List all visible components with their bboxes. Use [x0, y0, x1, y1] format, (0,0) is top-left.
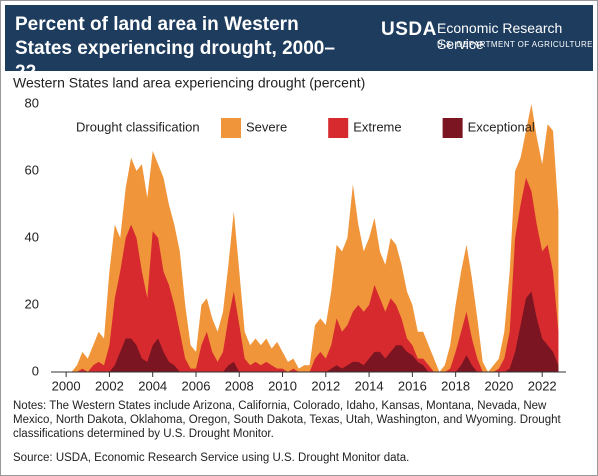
notes: Notes: The Western States include Arizon…: [13, 400, 561, 440]
y-label: Western States land area experiencing dr…: [13, 75, 365, 91]
x-tick-label: 2020: [484, 378, 513, 393]
x-tick-label: 2006: [182, 378, 211, 393]
y-tick-label: 0: [32, 363, 39, 378]
x-tick-label: 2010: [268, 378, 297, 393]
area: [66, 177, 559, 372]
y-tick-label: 20: [25, 296, 39, 311]
x-tick-label: 2014: [355, 378, 384, 393]
legend-swatch: [221, 118, 241, 138]
x-tick-label: 2022: [528, 378, 557, 393]
legend-title: Drought classification: [76, 119, 200, 134]
legend-swatch: [442, 118, 463, 138]
title: Percent of land area in Western States e…: [15, 14, 335, 83]
agency: Economic Research Service: [437, 20, 563, 52]
legend-label: Exceptional: [468, 119, 535, 134]
y-tick-label: 40: [25, 229, 39, 244]
header: Percent of land area in Western States e…: [5, 5, 593, 83]
department: U.S. DEPARTMENT OF AGRICULTURE: [437, 40, 593, 49]
logo: USDA: [381, 19, 437, 40]
x-tick-label: 2016: [398, 378, 427, 393]
legend-label: Severe: [246, 119, 287, 134]
y-tick-label: 80: [25, 95, 39, 110]
x-tick-label: 2018: [441, 378, 470, 393]
source: Source: USDA, Economic Research Service …: [13, 452, 410, 464]
y-tick-label: 60: [25, 162, 39, 177]
x-tick-label: 2002: [95, 378, 124, 393]
x-tick-label: 2008: [225, 378, 254, 393]
legend-swatch: [328, 118, 349, 138]
legend-label: Extreme: [353, 119, 401, 134]
x-tick-label: 2000: [52, 378, 81, 393]
x-tick-label: 2004: [138, 378, 167, 393]
x-tick-label: 2012: [311, 378, 340, 393]
chart: Western States land area experiencing dr…: [13, 75, 566, 393]
